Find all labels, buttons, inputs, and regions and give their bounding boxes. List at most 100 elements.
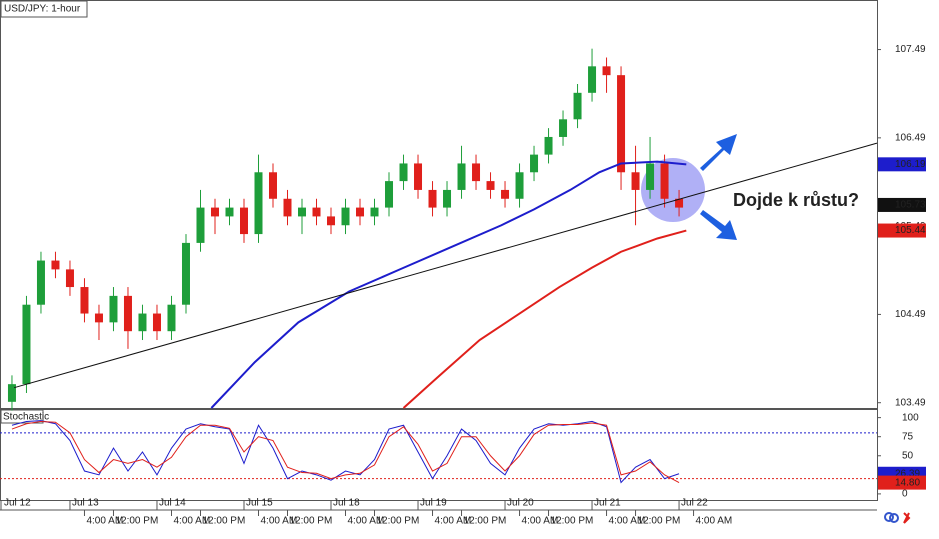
candle-body	[443, 189, 452, 208]
time-tick-label: 12:00 PM	[202, 516, 245, 527]
candle-body	[312, 207, 321, 217]
annotation: Dojde k růstu?	[733, 190, 859, 210]
y-tick-label: 107.49	[895, 44, 926, 55]
price-label: 105.44	[895, 225, 926, 236]
candle-body	[646, 163, 655, 190]
candle-body	[254, 172, 263, 235]
candle-body	[675, 198, 684, 208]
price-label-box	[878, 157, 926, 172]
chart-title: USD/JPY: 1-hour	[4, 4, 81, 15]
arrow-up	[700, 134, 737, 171]
time-tick-label: 4:00 AM	[696, 516, 733, 527]
time-tick-label: 12:00 PM	[377, 516, 420, 527]
candle-body	[588, 66, 597, 93]
time-tick-label: 4:00 AM	[522, 516, 559, 527]
time-tick-label: 12:00 PM	[115, 516, 158, 527]
candle-body	[181, 242, 190, 305]
x-tick-label: Jul 13	[72, 498, 99, 509]
stoch-line	[11, 420, 680, 484]
candle-body	[196, 207, 205, 243]
time-tick-label: 12:00 PM	[638, 516, 681, 527]
candle-body	[544, 136, 553, 155]
price-label-box	[878, 475, 926, 490]
candle-body	[7, 384, 16, 402]
price-label: 105.73	[895, 200, 926, 211]
x-tick-label: Jul 22	[681, 498, 708, 509]
candle-body	[356, 207, 365, 217]
candle-body	[210, 207, 219, 217]
candle-body	[457, 163, 466, 190]
time-tick-label: 4:00 AM	[86, 516, 123, 527]
candle-body	[617, 75, 626, 173]
candle-body	[94, 313, 103, 323]
stoch-line	[11, 420, 680, 484]
y-tick-label: 0	[902, 489, 908, 500]
stoch-frame	[0, 409, 878, 501]
y-tick-label: 104.49	[895, 309, 926, 320]
price-label: 26.39	[895, 468, 920, 479]
x-tick-label: Jul 15	[246, 498, 273, 509]
candle-body	[138, 313, 147, 332]
candle-body	[385, 181, 394, 208]
candle-body	[515, 172, 524, 199]
y-tick-label: 106.49	[895, 132, 926, 143]
price-label: 106.19	[895, 159, 926, 170]
title-box	[0, 0, 88, 18]
y-tick-label: 100	[902, 412, 919, 423]
price-label: 14.80	[895, 477, 920, 488]
x-tick-label: Jul 12	[4, 498, 31, 509]
candle-body	[660, 163, 669, 199]
y-tick-label: 103.49	[895, 397, 926, 408]
candle-body	[167, 304, 176, 332]
candle-body	[80, 287, 89, 314]
y-tick-label: 50	[902, 450, 914, 461]
candle-body	[501, 189, 510, 199]
y-tick-label: 75	[902, 431, 914, 442]
candle-body	[239, 207, 248, 235]
candle-body	[370, 207, 379, 217]
time-tick-label: 12:00 PM	[464, 516, 507, 527]
price-label-box	[878, 223, 926, 238]
time-tick-label: 4:00 AM	[173, 516, 210, 527]
time-tick-label: 4:00 AM	[260, 516, 297, 527]
x-tick-label: Jul 19	[420, 498, 447, 509]
candle-body	[327, 216, 336, 226]
candle-body	[602, 66, 611, 76]
candle-body	[283, 198, 292, 217]
time-tick-label: 12:00 PM	[289, 516, 332, 527]
candle-body	[51, 260, 60, 270]
price-frame	[0, 0, 878, 409]
candle-body	[414, 163, 423, 190]
candle-body	[152, 313, 161, 332]
time-tick-label: 12:00 PM	[551, 516, 594, 527]
x-tick-label: Jul 20	[507, 498, 534, 509]
time-tick-label: 4:00 AM	[348, 516, 385, 527]
footer-icons	[884, 512, 911, 524]
candle-body	[631, 172, 640, 190]
candle-body	[559, 119, 568, 137]
x-tick-label: Jul 18	[333, 498, 360, 509]
candle-body	[472, 163, 481, 182]
candle-body	[486, 181, 495, 190]
indicator-line	[14, 142, 878, 389]
candle-body	[36, 260, 45, 305]
arrow-down	[700, 210, 737, 240]
indicator-line	[210, 160, 687, 409]
candle-body	[530, 154, 539, 173]
candle-body	[109, 295, 118, 323]
candle-body	[399, 163, 408, 182]
x-tick-label: Jul 21	[594, 498, 621, 509]
price-label-box	[878, 197, 926, 212]
candle-body	[428, 189, 437, 208]
indicator-line	[402, 229, 687, 409]
candle-body	[22, 304, 31, 385]
candle-body	[65, 269, 74, 288]
candle-body	[225, 207, 234, 217]
candle-body	[268, 172, 277, 199]
stoch-title: Stochastic	[3, 412, 49, 423]
time-tick-label: 4:00 AM	[609, 516, 646, 527]
candle-body	[573, 92, 582, 120]
x-tick-label: Jul 14	[159, 498, 186, 509]
